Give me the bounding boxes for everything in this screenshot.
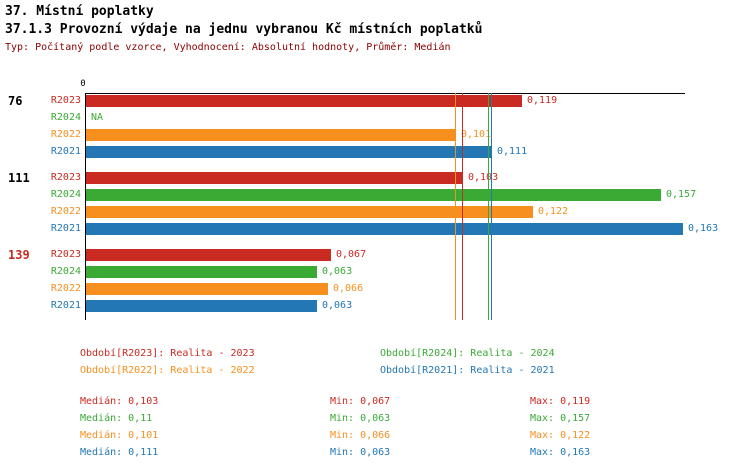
bar-series-label: R2024 <box>50 266 81 277</box>
bar-series-label: R2023 <box>50 172 81 183</box>
bar <box>86 95 522 107</box>
stat-min: Min: 0,066 <box>330 430 391 441</box>
median-line <box>462 93 463 320</box>
page-subtitle: 37.1.3 Provozní výdaje na jednu vybranou… <box>5 22 483 37</box>
bar <box>86 206 533 218</box>
bar-series-label: R2022 <box>50 283 81 294</box>
bar-value-label: 0,157 <box>666 189 697 200</box>
bar <box>86 266 317 278</box>
bar <box>86 172 463 184</box>
bar <box>86 300 317 312</box>
stat-min: Min: 0,063 <box>330 447 391 458</box>
stat-max: Max: 0,122 <box>530 430 591 441</box>
bar-series-label: R2021 <box>50 223 81 234</box>
bar-series-label: R2022 <box>50 129 81 140</box>
bar-series-label: R2021 <box>50 146 81 157</box>
bar-value-label: 0,163 <box>688 223 719 234</box>
group-label: 111 <box>8 171 30 185</box>
bar <box>86 223 683 235</box>
legend-item: Období[R2023]: Realita - 2023 <box>80 348 255 359</box>
bar-value-label: 0,066 <box>333 283 364 294</box>
median-line <box>488 93 489 320</box>
y-axis-line <box>85 93 86 320</box>
bar-series-label: R2022 <box>50 206 81 217</box>
page-title: 37. Místní poplatky <box>5 4 154 19</box>
bar-value-label: 0,101 <box>461 129 492 140</box>
bar-value-label: NA <box>91 112 104 123</box>
bar-value-label: 0,063 <box>322 300 353 311</box>
group-label: 76 <box>8 94 23 108</box>
stat-median: Medián: 0,101 <box>80 430 159 441</box>
bar-value-label: 0,111 <box>497 146 528 157</box>
bar-series-label: R2023 <box>50 95 81 106</box>
chart-meta: Typ: Počítaný podle vzorce, Vyhodnocení:… <box>5 42 451 53</box>
x-axis-line <box>85 93 685 94</box>
bar-value-label: 0,103 <box>468 172 499 183</box>
group-label: 139 <box>8 248 30 262</box>
median-line <box>491 93 492 320</box>
bar <box>86 283 328 295</box>
stat-max: Max: 0,119 <box>530 396 591 407</box>
bar-value-label: 0,063 <box>322 266 353 277</box>
legend-item: Období[R2024]: Realita - 2024 <box>380 348 555 359</box>
stat-median: Medián: 0,103 <box>80 396 159 407</box>
bar <box>86 189 661 201</box>
stat-median: Medián: 0,111 <box>80 447 159 458</box>
stat-min: Min: 0,067 <box>330 396 391 407</box>
bar-series-label: R2021 <box>50 300 81 311</box>
bar <box>86 129 456 141</box>
axis-zero-label: 0 <box>80 79 86 89</box>
median-line <box>455 93 456 320</box>
bar-value-label: 0,067 <box>336 249 367 260</box>
stat-max: Max: 0,157 <box>530 413 591 424</box>
bar <box>86 146 492 158</box>
bar-series-label: R2023 <box>50 249 81 260</box>
bar-series-label: R2024 <box>50 112 81 123</box>
stat-max: Max: 0,163 <box>530 447 591 458</box>
stat-median: Medián: 0,11 <box>80 413 153 424</box>
stat-min: Min: 0,063 <box>330 413 391 424</box>
bar-value-label: 0,122 <box>538 206 569 217</box>
legend-item: Období[R2022]: Realita - 2022 <box>80 365 255 376</box>
bar <box>86 249 331 261</box>
bar-series-label: R2024 <box>50 189 81 200</box>
bar-value-label: 0,119 <box>527 95 558 106</box>
legend-item: Období[R2021]: Realita - 2021 <box>380 365 555 376</box>
